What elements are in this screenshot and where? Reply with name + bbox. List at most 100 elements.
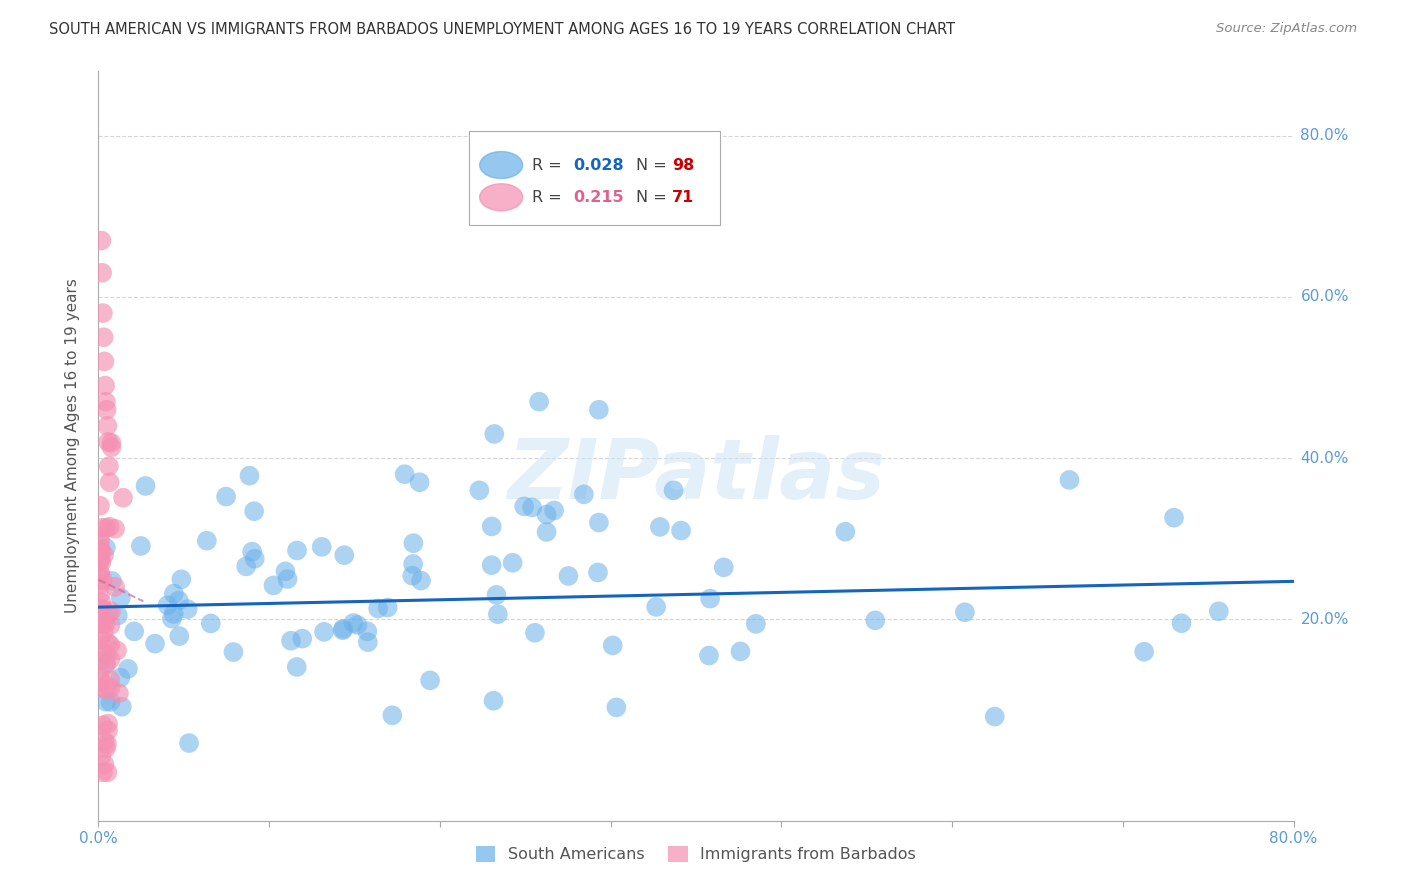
Point xyxy=(163,607,186,621)
Point xyxy=(100,604,122,618)
Text: SOUTH AMERICAN VS IMMIGRANTS FROM BARBADOS UNEMPLOYMENT AMONG AGES 16 TO 19 YEAR: SOUTH AMERICAN VS IMMIGRANTS FROM BARBAD… xyxy=(49,22,955,37)
Point xyxy=(94,541,117,555)
Point xyxy=(94,616,117,631)
Point xyxy=(200,616,222,631)
Point xyxy=(169,629,191,643)
Point xyxy=(697,648,720,663)
Point xyxy=(408,475,430,490)
Point xyxy=(93,734,115,748)
Point xyxy=(243,551,266,566)
Point xyxy=(89,566,111,581)
Text: 71: 71 xyxy=(672,190,695,205)
Text: 20.0%: 20.0% xyxy=(1301,612,1348,627)
Point xyxy=(90,616,112,631)
Text: N =: N = xyxy=(637,158,672,172)
Point xyxy=(484,426,506,441)
Point xyxy=(238,468,260,483)
Point xyxy=(93,625,115,640)
Point xyxy=(90,643,112,657)
Point xyxy=(276,572,298,586)
Point xyxy=(485,588,508,602)
Point xyxy=(111,699,134,714)
Point xyxy=(96,521,118,535)
Point xyxy=(280,633,302,648)
Point xyxy=(89,669,111,683)
Point xyxy=(730,644,752,658)
Point xyxy=(527,394,550,409)
Point xyxy=(222,645,245,659)
Point xyxy=(105,643,128,657)
Point xyxy=(90,541,112,556)
Point xyxy=(291,632,314,646)
Point xyxy=(586,566,609,580)
Point xyxy=(100,681,122,695)
Point xyxy=(342,615,364,630)
Point xyxy=(96,402,118,417)
Point xyxy=(97,434,120,449)
Point xyxy=(96,737,118,751)
Point xyxy=(89,632,111,647)
Point xyxy=(90,675,112,690)
Point xyxy=(111,491,134,505)
Point xyxy=(98,673,121,687)
Text: ZIPatlas: ZIPatlas xyxy=(508,435,884,516)
Point xyxy=(381,708,404,723)
Point xyxy=(100,618,122,632)
Point xyxy=(91,617,114,632)
Point xyxy=(100,695,122,709)
Point xyxy=(89,681,111,696)
Point xyxy=(177,736,200,750)
Point xyxy=(129,539,152,553)
Text: Source: ZipAtlas.com: Source: ZipAtlas.com xyxy=(1216,22,1357,36)
Point xyxy=(97,716,120,731)
Point xyxy=(356,624,378,639)
Point xyxy=(394,467,416,482)
Point xyxy=(91,306,114,320)
Point xyxy=(160,612,183,626)
Point xyxy=(94,695,117,709)
Point xyxy=(93,548,115,562)
Point xyxy=(486,607,509,622)
Point xyxy=(163,587,186,601)
Point xyxy=(401,568,423,582)
Point xyxy=(745,616,768,631)
Point xyxy=(177,602,200,616)
Point xyxy=(235,559,257,574)
Point xyxy=(419,673,441,688)
Point xyxy=(834,524,856,539)
Point xyxy=(89,554,111,568)
Point xyxy=(91,602,114,616)
Point xyxy=(332,622,354,636)
Point xyxy=(107,608,129,623)
Point xyxy=(90,595,112,609)
Point xyxy=(96,682,118,697)
Point xyxy=(602,639,624,653)
Point xyxy=(98,638,121,652)
Point xyxy=(93,330,115,344)
Point xyxy=(98,475,121,490)
Point xyxy=(536,524,558,539)
Y-axis label: Unemployment Among Ages 16 to 19 years: Unemployment Among Ages 16 to 19 years xyxy=(65,278,80,614)
Point xyxy=(468,483,491,498)
Point xyxy=(89,553,111,567)
Point xyxy=(91,765,114,780)
Point xyxy=(543,503,565,517)
Point xyxy=(481,519,503,533)
Point xyxy=(402,557,425,571)
Point xyxy=(100,435,122,450)
Point xyxy=(104,580,127,594)
Point xyxy=(953,605,976,619)
Text: 0.215: 0.215 xyxy=(572,190,623,205)
Point xyxy=(89,567,111,582)
Point xyxy=(89,587,111,601)
Point xyxy=(94,741,117,756)
Point xyxy=(523,625,546,640)
Point xyxy=(1163,510,1185,524)
Circle shape xyxy=(479,184,523,211)
Point xyxy=(170,572,193,586)
Point xyxy=(90,234,112,248)
Point xyxy=(134,479,156,493)
Point xyxy=(215,490,238,504)
Point xyxy=(96,418,118,433)
Point xyxy=(713,560,735,574)
